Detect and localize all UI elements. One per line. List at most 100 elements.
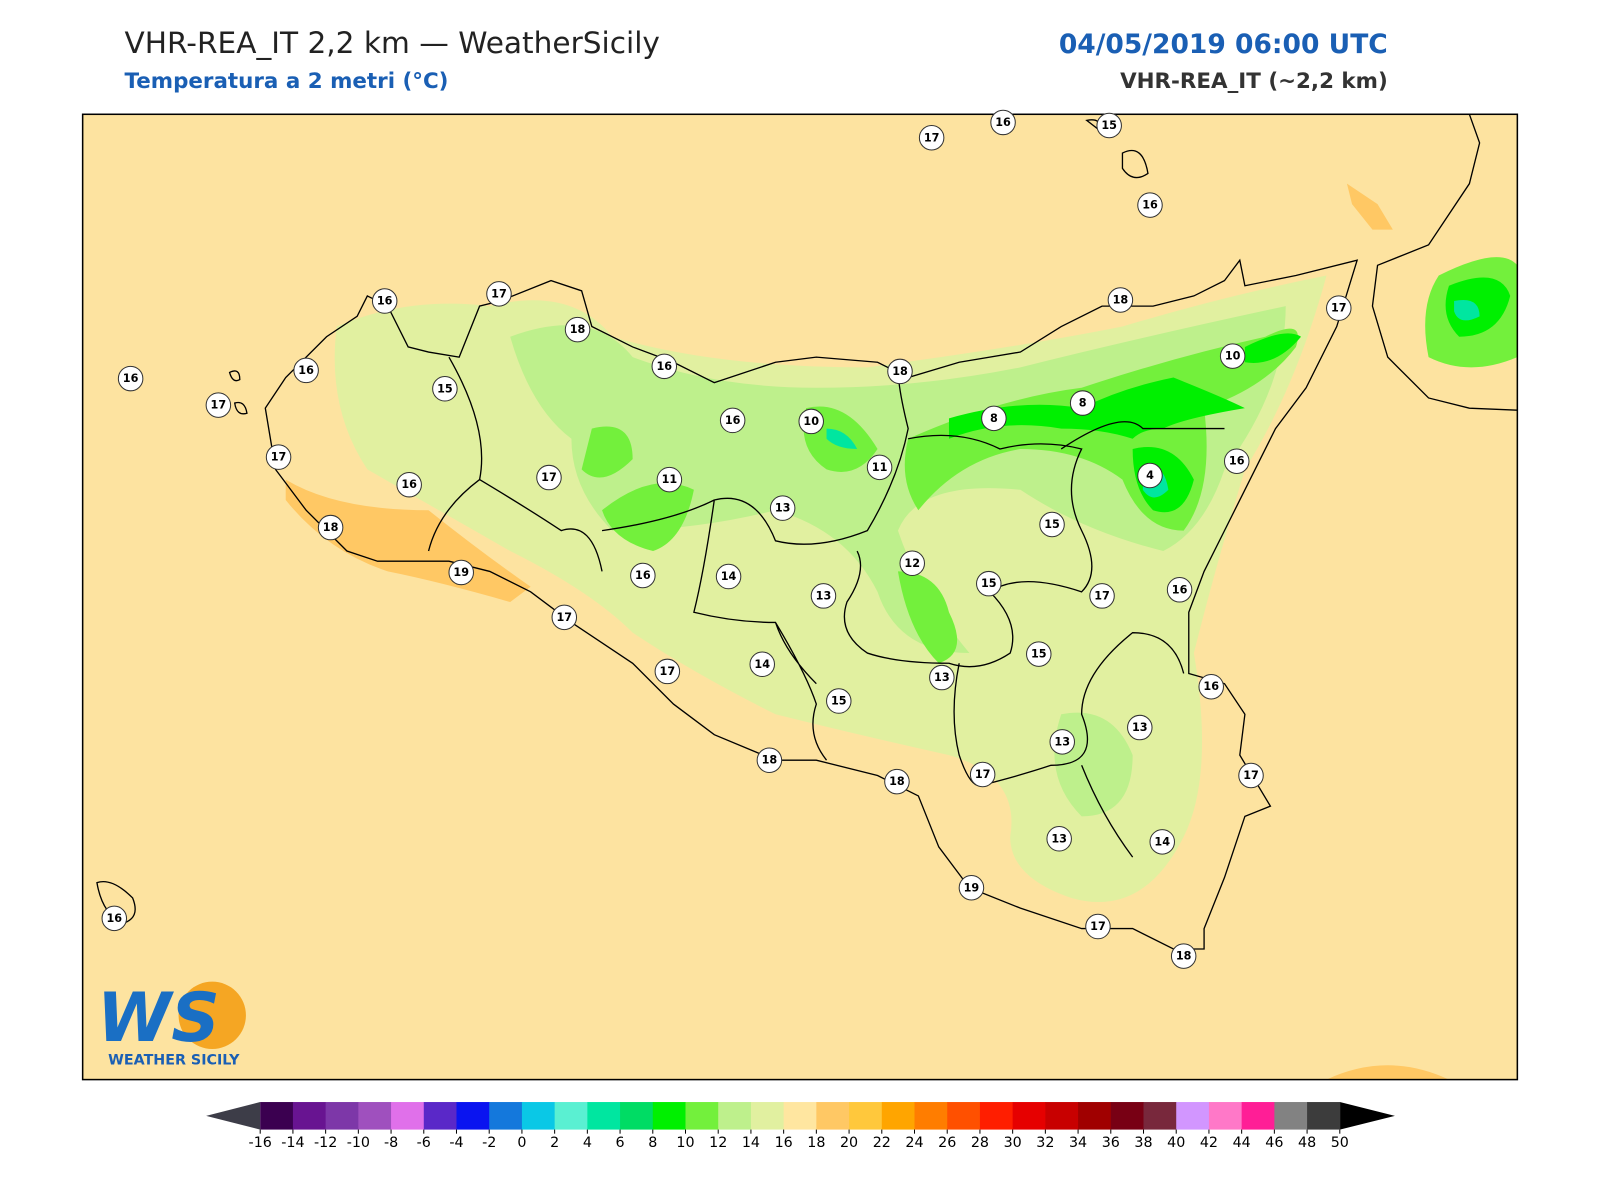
station: 8 xyxy=(1069,390,1096,416)
station-marker xyxy=(551,604,578,631)
station-value: 17 xyxy=(660,665,676,678)
station-marker xyxy=(1069,390,1096,416)
colorbar-swatch xyxy=(1307,1102,1341,1130)
station-marker xyxy=(1198,673,1224,700)
station-value: 17 xyxy=(491,287,507,300)
station: 15 xyxy=(826,688,852,714)
colorbar-tick-label: 40 xyxy=(1167,1135,1185,1151)
colorbar-swatch xyxy=(783,1102,817,1130)
station: 13 xyxy=(929,664,955,691)
station-value: 17 xyxy=(1090,920,1106,933)
station: 14 xyxy=(715,563,742,590)
station-value: 19 xyxy=(964,881,980,894)
colorbar-swatch xyxy=(1143,1102,1177,1130)
station-value: 18 xyxy=(323,521,339,534)
date: 04/05/2019 06:00 UTC xyxy=(1059,29,1388,60)
station: 16 xyxy=(117,365,144,392)
station-marker xyxy=(1149,829,1175,855)
station-marker xyxy=(1085,913,1111,940)
station-value: 13 xyxy=(775,502,791,515)
station: 13 xyxy=(1127,714,1153,741)
station: 13 xyxy=(1046,826,1072,852)
station-marker xyxy=(1107,287,1134,313)
colorbar-tick-label: 48 xyxy=(1298,1135,1316,1151)
station-marker xyxy=(958,875,985,901)
station-value: 15 xyxy=(981,577,997,590)
station-value: 16 xyxy=(1142,199,1158,212)
station-value: 8 xyxy=(1079,397,1087,410)
station-marker xyxy=(656,466,683,493)
station: 18 xyxy=(564,316,591,343)
colorbar-swatch xyxy=(979,1102,1014,1130)
station-marker xyxy=(981,405,1007,432)
station-value: 14 xyxy=(754,658,770,671)
colorbar-swatch xyxy=(914,1102,948,1130)
station-value: 10 xyxy=(803,415,819,428)
station-marker xyxy=(749,651,776,678)
colorbar-swatch xyxy=(325,1102,359,1130)
station-value: 17 xyxy=(211,399,227,412)
station-value: 18 xyxy=(1113,294,1129,307)
colorbar-swatch xyxy=(718,1102,752,1130)
station-marker xyxy=(1039,511,1065,538)
station: 16 xyxy=(651,353,678,380)
station-value: 14 xyxy=(1154,835,1170,848)
station: 13 xyxy=(1049,729,1075,755)
station-marker xyxy=(1049,729,1075,755)
colorbar-swatch xyxy=(881,1102,916,1130)
map-frame xyxy=(81,113,1519,1081)
colorbar-tick-label: 20 xyxy=(840,1135,858,1151)
station-marker xyxy=(396,471,422,498)
colorbar-tick-label: 28 xyxy=(971,1135,989,1151)
logo-text: WEATHER SICILY xyxy=(108,1052,240,1068)
colorbar-swatch xyxy=(1274,1102,1308,1130)
station-marker xyxy=(564,316,591,343)
station-marker xyxy=(1026,641,1052,667)
colorbar-swatch xyxy=(1110,1102,1145,1130)
station-marker xyxy=(1170,943,1197,969)
colorbar-tick-label: 24 xyxy=(905,1135,923,1151)
station-marker xyxy=(1166,577,1193,603)
station-value: 16 xyxy=(635,569,651,582)
station: 16 xyxy=(1137,192,1163,218)
station: 16 xyxy=(1223,448,1250,474)
station-value: 16 xyxy=(1203,680,1219,693)
station-value: 16 xyxy=(725,414,741,427)
colorbar-tick-label: 34 xyxy=(1069,1135,1087,1151)
station-value: 18 xyxy=(762,754,778,767)
station-marker xyxy=(371,288,398,314)
station: 10 xyxy=(1219,343,1246,369)
colorbar-tick-label: 18 xyxy=(807,1135,825,1151)
station: 4 xyxy=(1137,462,1163,489)
station-value: 13 xyxy=(934,671,950,684)
station-marker xyxy=(1219,343,1246,369)
colorbar-swatch xyxy=(750,1102,785,1130)
station-marker xyxy=(536,464,562,491)
station: 14 xyxy=(1149,829,1175,855)
station: 18 xyxy=(756,747,783,773)
station-value: 13 xyxy=(1054,735,1070,748)
station-marker xyxy=(317,514,344,541)
field-10 xyxy=(581,257,1518,664)
colorbar-swatch xyxy=(391,1102,425,1130)
colorbar-swatch xyxy=(260,1102,294,1130)
colorbar-over xyxy=(1339,1102,1395,1130)
station-value: 16 xyxy=(1172,583,1188,596)
station-marker xyxy=(715,563,742,590)
station-value: 11 xyxy=(662,473,678,486)
colorbar-swatch xyxy=(554,1102,588,1130)
station-value: 15 xyxy=(1044,518,1060,531)
colorbar-tick-label: 8 xyxy=(648,1135,657,1151)
station-marker xyxy=(205,392,232,418)
station-value: 15 xyxy=(437,382,453,395)
station: 13 xyxy=(810,583,837,609)
station-marker xyxy=(293,357,319,384)
station: 16 xyxy=(1198,673,1224,700)
title: VHR-REA_IT 2,2 km — WeatherSicily xyxy=(124,26,659,60)
colorbar-tick-label: -14 xyxy=(281,1135,304,1151)
colorbar-tick-label: 32 xyxy=(1036,1135,1054,1151)
station: 16 xyxy=(990,109,1016,136)
station-marker xyxy=(929,664,955,691)
station-marker xyxy=(630,562,656,589)
